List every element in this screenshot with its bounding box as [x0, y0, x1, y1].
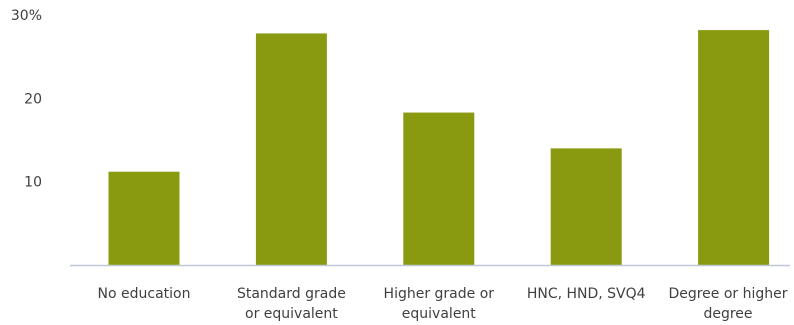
- x-axis-labels: No education Standard grade or equivalent H…: [98, 286, 788, 322]
- x-tick-label-line: Standard grade: [237, 286, 346, 302]
- x-tick-label-line: Higher grade or: [384, 286, 495, 302]
- bar: [403, 112, 475, 265]
- y-axis-ticks: 10 20 30%: [11, 8, 42, 191]
- bar: [698, 30, 770, 266]
- bar: [550, 148, 622, 265]
- bar: [255, 33, 327, 266]
- x-tick-label: Degree or higher degree: [668, 286, 787, 321]
- x-tick-label: Higher grade or equivalent: [384, 286, 495, 321]
- x-tick-label: Standard grade or equivalent: [237, 286, 346, 321]
- x-tick-label-line: Degree or higher: [668, 286, 787, 302]
- x-tick-label-line: No education: [98, 286, 191, 302]
- x-tick-label-line: or equivalent: [245, 306, 338, 321]
- y-tick-label: 20: [24, 91, 42, 107]
- x-tick-label: HNC, HND, SVQ4: [527, 286, 646, 302]
- bar: [108, 171, 180, 265]
- x-tick-label-line: degree: [703, 306, 752, 321]
- bars-group: [108, 30, 770, 266]
- x-tick-label-line: HNC, HND, SVQ4: [527, 286, 646, 302]
- y-tick-label: 30%: [11, 8, 42, 24]
- x-tick-label: No education: [98, 286, 191, 302]
- x-tick-label-line: equivalent: [402, 306, 477, 321]
- y-tick-label: 10: [24, 175, 42, 191]
